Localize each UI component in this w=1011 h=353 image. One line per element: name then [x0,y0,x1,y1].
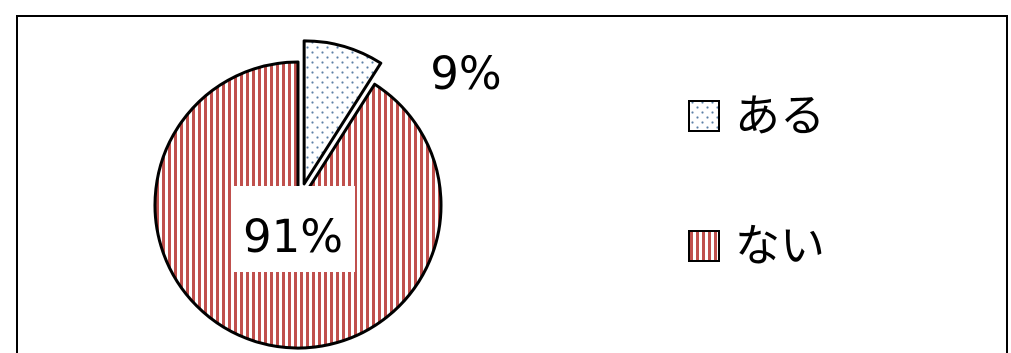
legend-swatch-nai [688,230,720,262]
data-label-nai-background [231,186,355,272]
data-labels: 9% 91% [231,47,502,272]
pie-slice-aru [302,39,383,186]
legend-entry-nai: ない [688,219,825,272]
legend-label-nai: ない [735,219,825,272]
data-label-nai: 91% [243,210,343,263]
data-label-aru: 9% [430,47,501,100]
legend: ある ない [688,89,825,272]
legend-entry-aru: ある [688,89,825,142]
legend-swatch-aru [688,100,720,132]
legend-label-aru: ある [735,89,825,142]
